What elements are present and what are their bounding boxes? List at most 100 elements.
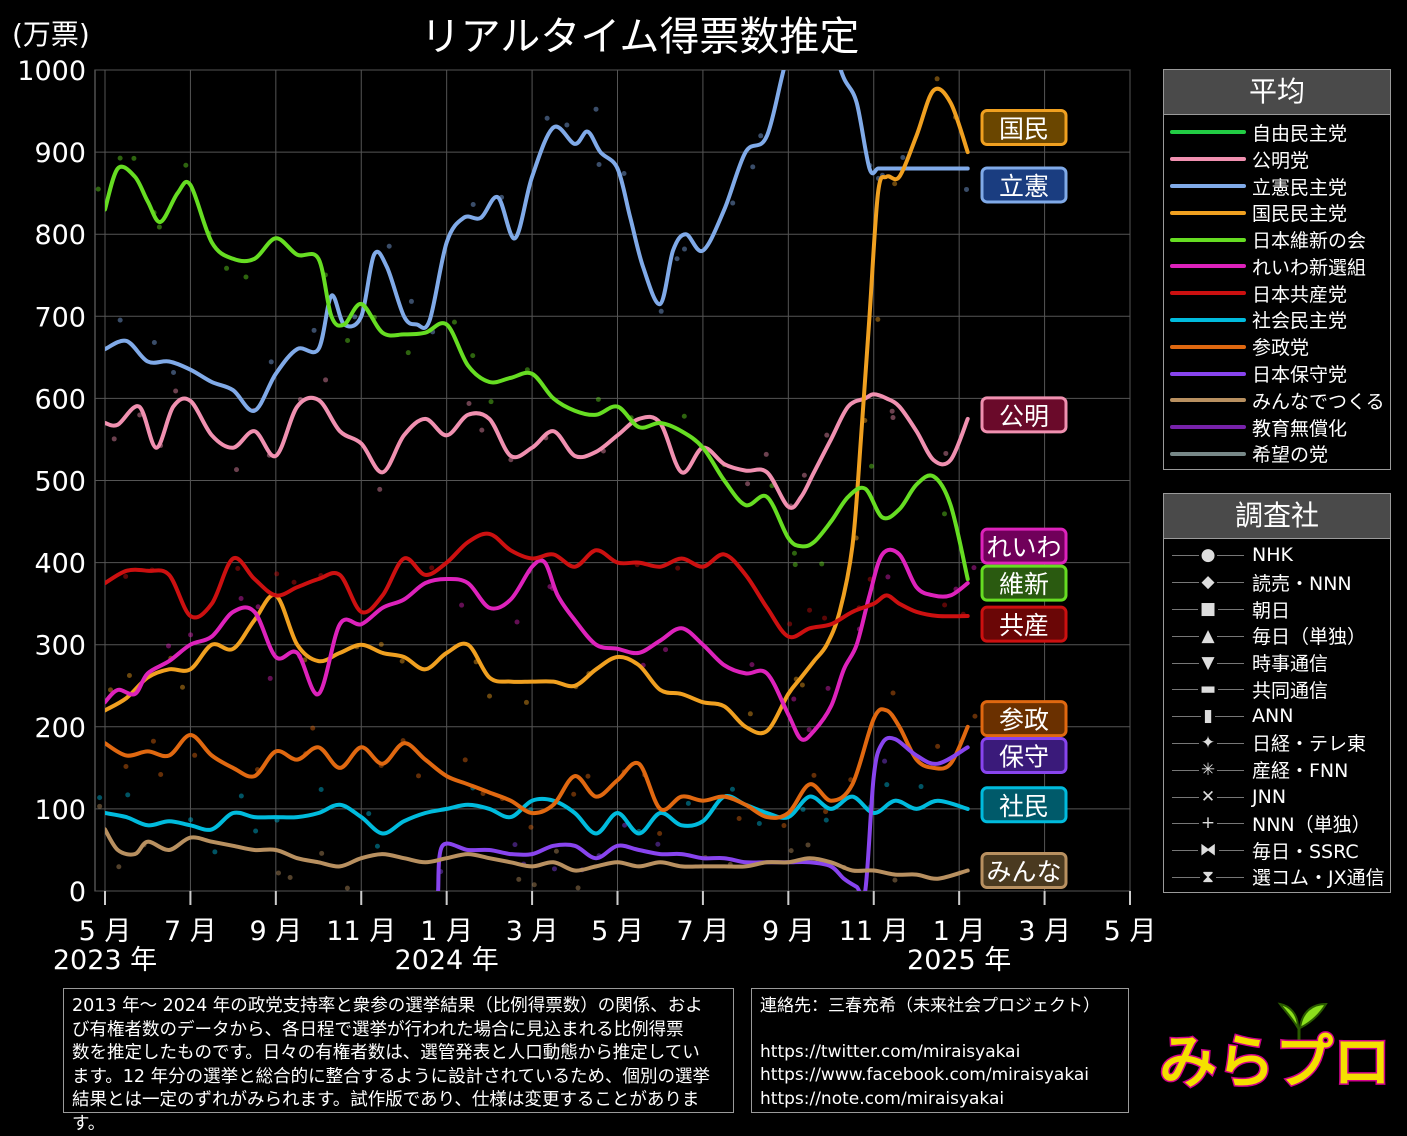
poll-marker: [971, 565, 977, 571]
end-label-text: 維新: [999, 570, 1049, 599]
poll-marker: [823, 809, 829, 815]
end-label: 公明: [980, 396, 1068, 434]
legend-label: 参政党: [1252, 337, 1310, 360]
series-line-4: [105, 164, 970, 581]
poll-marker: [730, 200, 736, 206]
end-label-box: [980, 527, 1068, 565]
legend-swatch: [1170, 371, 1246, 376]
poll-marker: [942, 602, 948, 608]
legend-pollsters: 調査社 ● NHK ◆ 読売・NNN ■ 朝日 ▲ 毎日（単独） ▼ 時事通信 ▬ 共同通信 ▮ ANN ✦…: [1163, 493, 1391, 893]
y-tick-label: 1000: [17, 56, 86, 87]
legend-average-item: 日本維新の会: [1164, 226, 1390, 253]
legend-average-item: れいわ新選組: [1164, 253, 1390, 280]
legend-label: ANN: [1252, 705, 1294, 728]
legend-pollster-item: + NNN（単独）: [1164, 810, 1390, 837]
poll-marker: [890, 690, 896, 696]
poll-marker: [386, 243, 392, 249]
legend-swatch: [1170, 317, 1246, 322]
y-tick-label: 700: [34, 302, 86, 333]
poll-marker: [800, 806, 806, 812]
legend-average-item: 日本共産党: [1164, 280, 1390, 307]
x-tick-label: 7 月: [164, 916, 217, 947]
end-label-text: みんな: [986, 857, 1061, 886]
end-label: れいわ: [980, 527, 1068, 565]
y-tick-label: 500: [34, 467, 86, 498]
end-label-box: [980, 737, 1068, 775]
chart-title: リアルタイム得票数推定: [421, 14, 860, 60]
legend-pollster-item: ▬ 共同通信: [1164, 676, 1390, 703]
poll-marker: [310, 725, 316, 731]
legend-label: 日本保守党: [1252, 364, 1348, 387]
y-tick-label: 0: [69, 877, 86, 908]
legend-label: 社会民主党: [1252, 310, 1348, 333]
series-line-8: [105, 707, 970, 820]
poll-marker: [253, 828, 259, 834]
poll-marker: [323, 377, 329, 383]
pollster-marker-icon: ▮: [1170, 706, 1246, 727]
pollster-marker-icon: ▼: [1170, 652, 1246, 673]
pollster-marker-icon: ✳: [1170, 759, 1246, 780]
poll-marker: [488, 399, 494, 405]
series-line-3: [105, 86, 970, 736]
legend-pollster-item: ▲ 毎日（単独）: [1164, 622, 1390, 649]
legend-swatch: [1170, 183, 1246, 188]
poll-marker: [275, 870, 281, 876]
poll-marker: [758, 133, 764, 139]
poll-marker: [291, 579, 297, 585]
poll-marker: [575, 885, 581, 891]
poll-marker: [171, 370, 177, 376]
legend-label: 日経・テレ東: [1252, 733, 1367, 756]
footnote-box: 2013 年～ 2024 年の政党支持率と衆参の選挙結果（比例得票数）の関係、お…: [63, 988, 734, 1134]
poll-marker: [972, 713, 978, 719]
contact-link-note[interactable]: https://note.com/miraisyakai: [760, 1088, 1005, 1109]
poll-marker: [117, 155, 123, 161]
footnote-line: び有権者数のデータから、各日程で選挙が行われた場合に見込まれる比例得票: [72, 1019, 684, 1040]
legend-pollster-item: ✳ 産経・FNN: [1164, 756, 1390, 783]
axis-ticks: 0 100 200 300 400 500 600 700 800 900 1000 5 月 7 月 9 …: [17, 56, 1156, 976]
end-label-text: 参政: [999, 706, 1049, 735]
poll-marker: [745, 481, 751, 487]
legend-label: JNN: [1252, 785, 1287, 808]
footnote-line: ます。12 年分の選挙と総合的に整合するように設計されているため、個別の選挙: [72, 1066, 711, 1087]
poll-marker: [150, 738, 156, 744]
pollster-marker-icon: ▬: [1170, 679, 1246, 700]
poll-marker: [173, 388, 179, 394]
x-tick-label: 5 月: [1104, 916, 1157, 947]
end-label-text: れいわ: [986, 533, 1061, 562]
x-tick-label: 11 月: [839, 916, 909, 947]
poll-marker: [805, 842, 811, 848]
end-label-text: 共産: [999, 611, 1049, 640]
poll-marker: [736, 816, 742, 822]
legend-average-item: 公明党: [1164, 146, 1390, 173]
poll-marker: [595, 396, 601, 402]
contact-link-facebook[interactable]: https://www.facebook.com/miraisyakai: [760, 1065, 1090, 1085]
legend-pollster-item: ◆ 読売・NNN: [1164, 569, 1390, 596]
poll-marker: [405, 350, 411, 356]
poll-marker: [658, 308, 664, 314]
poll-marker: [869, 463, 875, 469]
end-label: 維新: [980, 564, 1068, 602]
poll-marker: [531, 882, 537, 888]
legend-pollster-item: ⧗ 選コム・JX通信: [1164, 864, 1390, 891]
legend-average-item: 日本保守党: [1164, 360, 1390, 387]
poll-marker: [235, 565, 241, 571]
contact-link-twitter[interactable]: https://twitter.com/miraisyakai: [760, 1041, 1021, 1062]
poll-marker: [935, 743, 941, 749]
poll-marker: [544, 115, 550, 121]
poll-marker: [111, 436, 117, 442]
footnote-line: 結果とは一定のずれがみられます。試作版であり、仕様は変更することがあります。: [72, 1090, 700, 1134]
poll-marker: [523, 699, 529, 705]
legend-label: 時事通信: [1252, 653, 1329, 676]
poll-marker: [516, 876, 522, 882]
poll-marker: [451, 319, 457, 325]
legend-pollster-item: ⧓ 毎日・SSRC: [1164, 837, 1390, 864]
poll-marker: [682, 246, 688, 252]
legend-swatch: [1170, 425, 1246, 430]
poll-marker: [117, 317, 123, 323]
poll-marker: [125, 792, 131, 798]
pollster-marker-icon: ✕: [1170, 786, 1246, 807]
poll-marker: [470, 202, 476, 208]
y-tick-label: 400: [34, 549, 86, 580]
poll-marker: [892, 877, 898, 883]
